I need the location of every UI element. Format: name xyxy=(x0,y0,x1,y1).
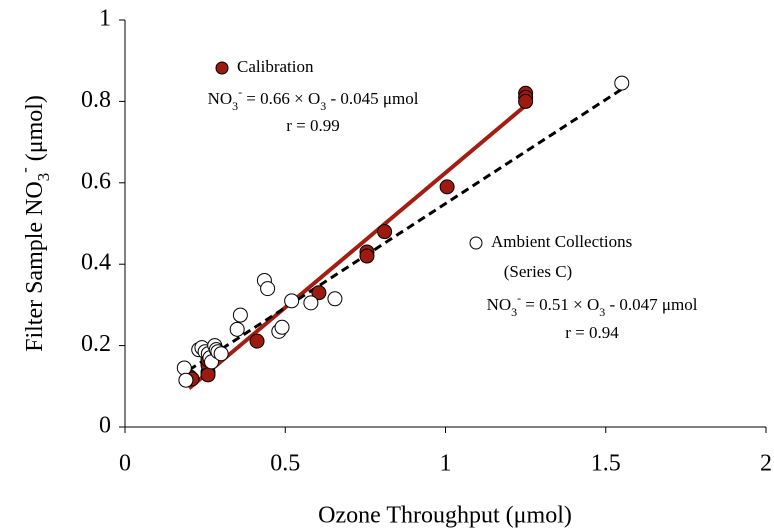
fit-line xyxy=(188,87,623,372)
x-tick-label: 0 xyxy=(119,451,131,477)
data-point xyxy=(274,319,290,335)
equation-part: = 0.51 × O xyxy=(521,295,599,314)
y-axis-label-part: Filter Sample NO xyxy=(22,181,48,352)
equation-part: 3 xyxy=(511,305,517,319)
equation-part: 3 xyxy=(320,99,326,113)
data-point xyxy=(359,248,375,264)
equation-part: 3 xyxy=(232,99,238,113)
data-point xyxy=(614,75,630,91)
equation-part: - xyxy=(517,291,521,305)
equation-part: NO xyxy=(487,295,512,314)
correlation: r = 0.94 xyxy=(565,323,619,342)
data-point xyxy=(260,281,276,297)
equation-part: - 0.047 μmol xyxy=(605,295,697,314)
x-tick-label: 2 xyxy=(760,451,772,477)
data-point xyxy=(439,179,455,195)
legend-label: Ambient Collections xyxy=(491,232,632,251)
y-axis-label-part: - xyxy=(15,167,34,173)
equation: NO3- = 0.51 × O3 - 0.047 μmol xyxy=(487,291,698,319)
equation-part: = 0.66 × O xyxy=(242,89,320,108)
data-point xyxy=(232,307,248,323)
fit-line xyxy=(187,103,527,390)
y-tick-label: 0.4 xyxy=(81,250,111,276)
data-point xyxy=(178,372,194,388)
equation-part: NO xyxy=(208,89,233,108)
equation-part: - xyxy=(238,85,242,99)
y-tick-label: 0.8 xyxy=(81,87,111,113)
y-axis-label-part: 3 xyxy=(34,173,53,181)
data-point xyxy=(284,293,300,309)
equation-part: - 0.045 μmol xyxy=(326,89,418,108)
x-tick-label: 1.5 xyxy=(591,451,621,477)
data-point xyxy=(213,346,229,362)
y-tick-label: 0 xyxy=(99,413,111,439)
data-point xyxy=(200,367,216,383)
data-point xyxy=(249,333,265,349)
y-axis-label: Filter Sample NO3- (μmol) xyxy=(15,95,53,352)
data-point xyxy=(327,291,343,307)
y-tick-label: 0.6 xyxy=(81,168,111,194)
data-point xyxy=(303,295,319,311)
data-point xyxy=(518,93,534,109)
x-tick-label: 0.5 xyxy=(270,451,300,477)
x-axis-label: Ozone Throughput (μmol) xyxy=(318,503,572,529)
x-tick-label: 1 xyxy=(440,451,452,477)
legend-note: (Series C) xyxy=(504,262,572,281)
legend-marker xyxy=(469,236,483,250)
equation: NO3- = 0.66 × O3 - 0.045 μmol xyxy=(208,85,419,113)
legend-marker xyxy=(215,61,229,75)
y-axis-label-part: (μmol) xyxy=(22,95,48,167)
equation-part: 3 xyxy=(599,305,605,319)
data-point xyxy=(229,321,245,337)
correlation: r = 0.99 xyxy=(286,116,340,135)
legend-label: Calibration xyxy=(237,57,314,76)
y-tick-label: 1 xyxy=(99,6,111,32)
y-tick-label: 0.2 xyxy=(81,331,111,357)
data-point xyxy=(311,285,327,301)
data-point xyxy=(377,224,393,240)
